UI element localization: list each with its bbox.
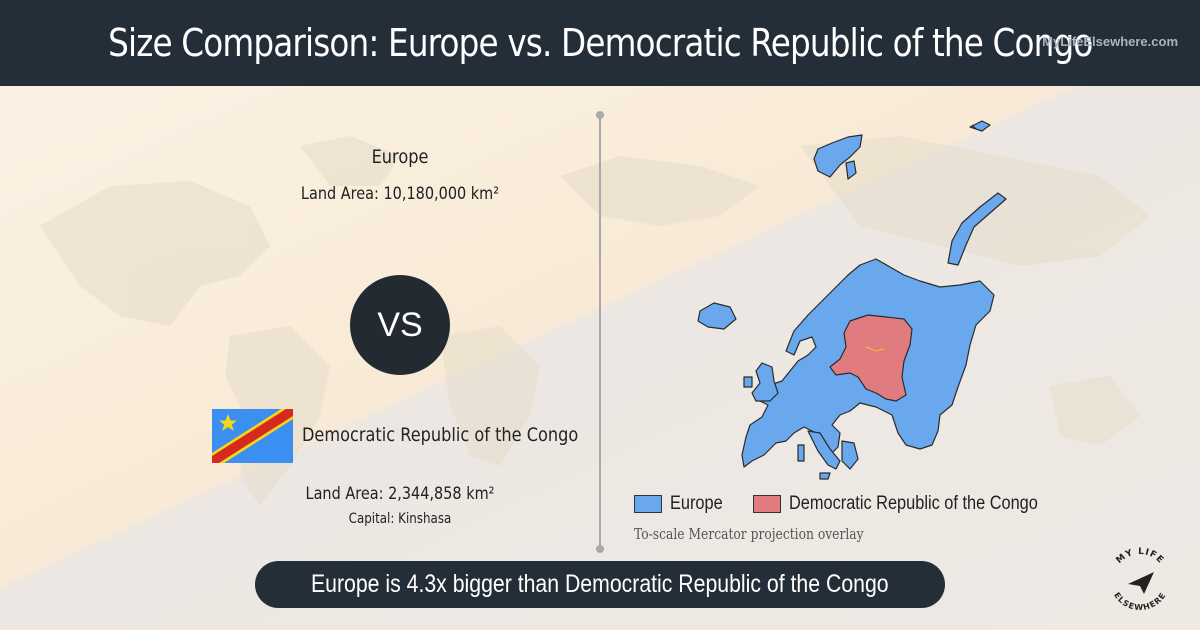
divider-bottom-dot [596,545,604,553]
map-caption: To-scale Mercator projection overlay [634,525,864,543]
watermark: MyLifeElsewhere.com [1042,34,1178,49]
country-land-area: Land Area: 2,344,858 km² [305,484,495,504]
legend-label-europe: Europe [670,493,723,514]
result-text: Europe is 4.3x bigger than Democratic Re… [311,570,889,598]
vs-label: VS [377,305,423,344]
legend-swatch-drc [753,495,782,513]
map-legend: Europe Democratic Republic of the Congo [634,493,1101,515]
drc-flag-icon [212,409,293,463]
europe-shape-iceland [697,302,737,330]
europe-shape-svalbard [813,134,863,178]
overlay-map [697,120,1007,480]
region-land-area: Land Area: 10,180,000 km² [300,184,500,204]
legend-label-drc: Democratic Republic of the Congo [789,493,1039,514]
drc-overlay-shape [829,314,913,402]
europe-shape-novaya-zemlya [947,192,1007,266]
result-banner: Europe is 4.3x bigger than Democratic Re… [255,561,945,608]
country-name: Democratic Republic of the Congo [302,424,579,446]
country-capital: Capital: Kinshasa [348,511,452,527]
logo-text-top: MY LIFE [1115,547,1165,566]
svg-text:ELSEWHERE: ELSEWHERE [1112,591,1168,612]
divider-line [599,115,601,549]
my-life-elsewhere-logo: MY LIFE ELSEWHERE [1112,547,1168,612]
page-title: Size Comparison: Europe vs. Democratic R… [107,21,1093,65]
header-bar: Size Comparison: Europe vs. Democratic R… [0,0,1200,86]
divider-top-dot [596,111,604,119]
region-name: Europe [371,146,429,168]
logo-text-bottom: ELSEWHERE [1112,591,1167,612]
vs-badge: VS [350,275,450,375]
svg-text:MY LIFE: MY LIFE [1115,547,1166,566]
paper-plane-icon [1128,572,1154,594]
legend-swatch-europe [634,495,662,513]
europe-shape-britain [751,362,779,402]
